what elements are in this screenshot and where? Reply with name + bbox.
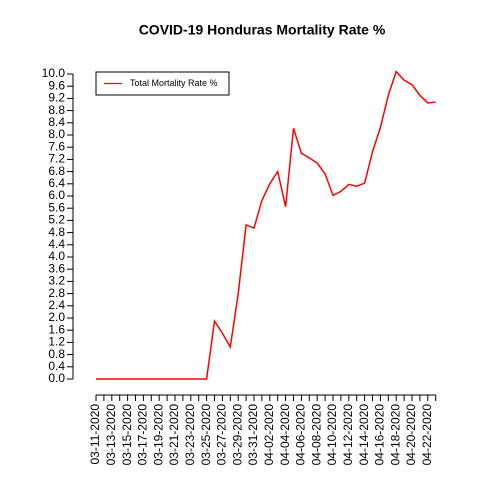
- y-tick-label: 0.4: [48, 359, 65, 373]
- x-tick-label: 03-13-2020: [104, 404, 118, 466]
- y-tick-label: 5.6: [48, 200, 65, 214]
- series-line: [96, 70, 436, 380]
- y-tick-label: 0.8: [48, 347, 65, 361]
- legend-box: [95, 71, 230, 96]
- x-tick-label: 03-25-2020: [199, 404, 213, 466]
- x-tick-label: 04-22-2020: [420, 404, 434, 466]
- y-tick-label: 7.2: [48, 152, 65, 166]
- x-tick-label: 04-12-2020: [341, 404, 355, 466]
- y-tick-label: 6.0: [48, 188, 65, 202]
- x-tick-label: 04-14-2020: [357, 404, 371, 466]
- x-tick-label: 04-02-2020: [262, 404, 276, 466]
- x-tick-label: 04-08-2020: [309, 404, 323, 466]
- y-tick-label: 2.4: [48, 298, 65, 312]
- x-tick-label: 03-15-2020: [120, 404, 134, 466]
- y-tick-label: 3.2: [48, 274, 65, 288]
- x-tick-label: 03-19-2020: [151, 404, 165, 466]
- y-tick-label: 6.8: [48, 164, 65, 178]
- y-tick-label: 4.0: [48, 249, 65, 263]
- legend: Total Mortality Rate %: [95, 71, 230, 96]
- x-tick-label: 04-20-2020: [404, 404, 418, 466]
- x-tick-label: 03-11-2020: [88, 404, 102, 465]
- legend-label: Total Mortality Rate %: [130, 78, 218, 88]
- y-tick-label: 8.8: [48, 103, 65, 117]
- x-tick-label: 04-06-2020: [294, 404, 308, 466]
- y-tick-label: 2.0: [48, 310, 65, 324]
- x-tick-label: 04-04-2020: [278, 404, 292, 466]
- x-tick-label: 04-16-2020: [373, 404, 387, 466]
- x-tick-label: 04-10-2020: [325, 404, 339, 466]
- y-tick-label: 5.2: [48, 213, 65, 227]
- y-tick-label: 4.4: [48, 237, 65, 251]
- y-tick-label: 6.4: [48, 176, 65, 190]
- y-tick-label: 1.6: [48, 322, 65, 336]
- y-tick-label: 0.0: [48, 371, 65, 385]
- chart-title: COVID-19 Honduras Mortality Rate %: [139, 22, 386, 38]
- y-tick-label: 9.2: [48, 91, 65, 105]
- x-tick-label: 03-29-2020: [230, 404, 244, 466]
- y-tick-label: 7.6: [48, 139, 65, 153]
- x-tick-label: 03-21-2020: [167, 404, 181, 466]
- y-tick-label: 2.8: [48, 286, 65, 300]
- x-tick-label: 03-27-2020: [215, 404, 229, 466]
- y-tick-label: 8.4: [48, 115, 65, 129]
- y-tick-label: 9.6: [48, 78, 65, 92]
- y-tick-label: 1.2: [48, 335, 65, 349]
- x-tick-label: 03-17-2020: [136, 404, 150, 466]
- y-tick-label: 3.6: [48, 261, 65, 275]
- y-tick-label: 8.0: [48, 127, 65, 141]
- y-tick-label: 4.8: [48, 225, 65, 239]
- x-tick-label: 03-31-2020: [246, 404, 260, 466]
- x-tick-label: 03-23-2020: [183, 404, 197, 466]
- y-tick-label: 10.0: [42, 66, 66, 80]
- x-tick-label: 04-18-2020: [388, 404, 402, 466]
